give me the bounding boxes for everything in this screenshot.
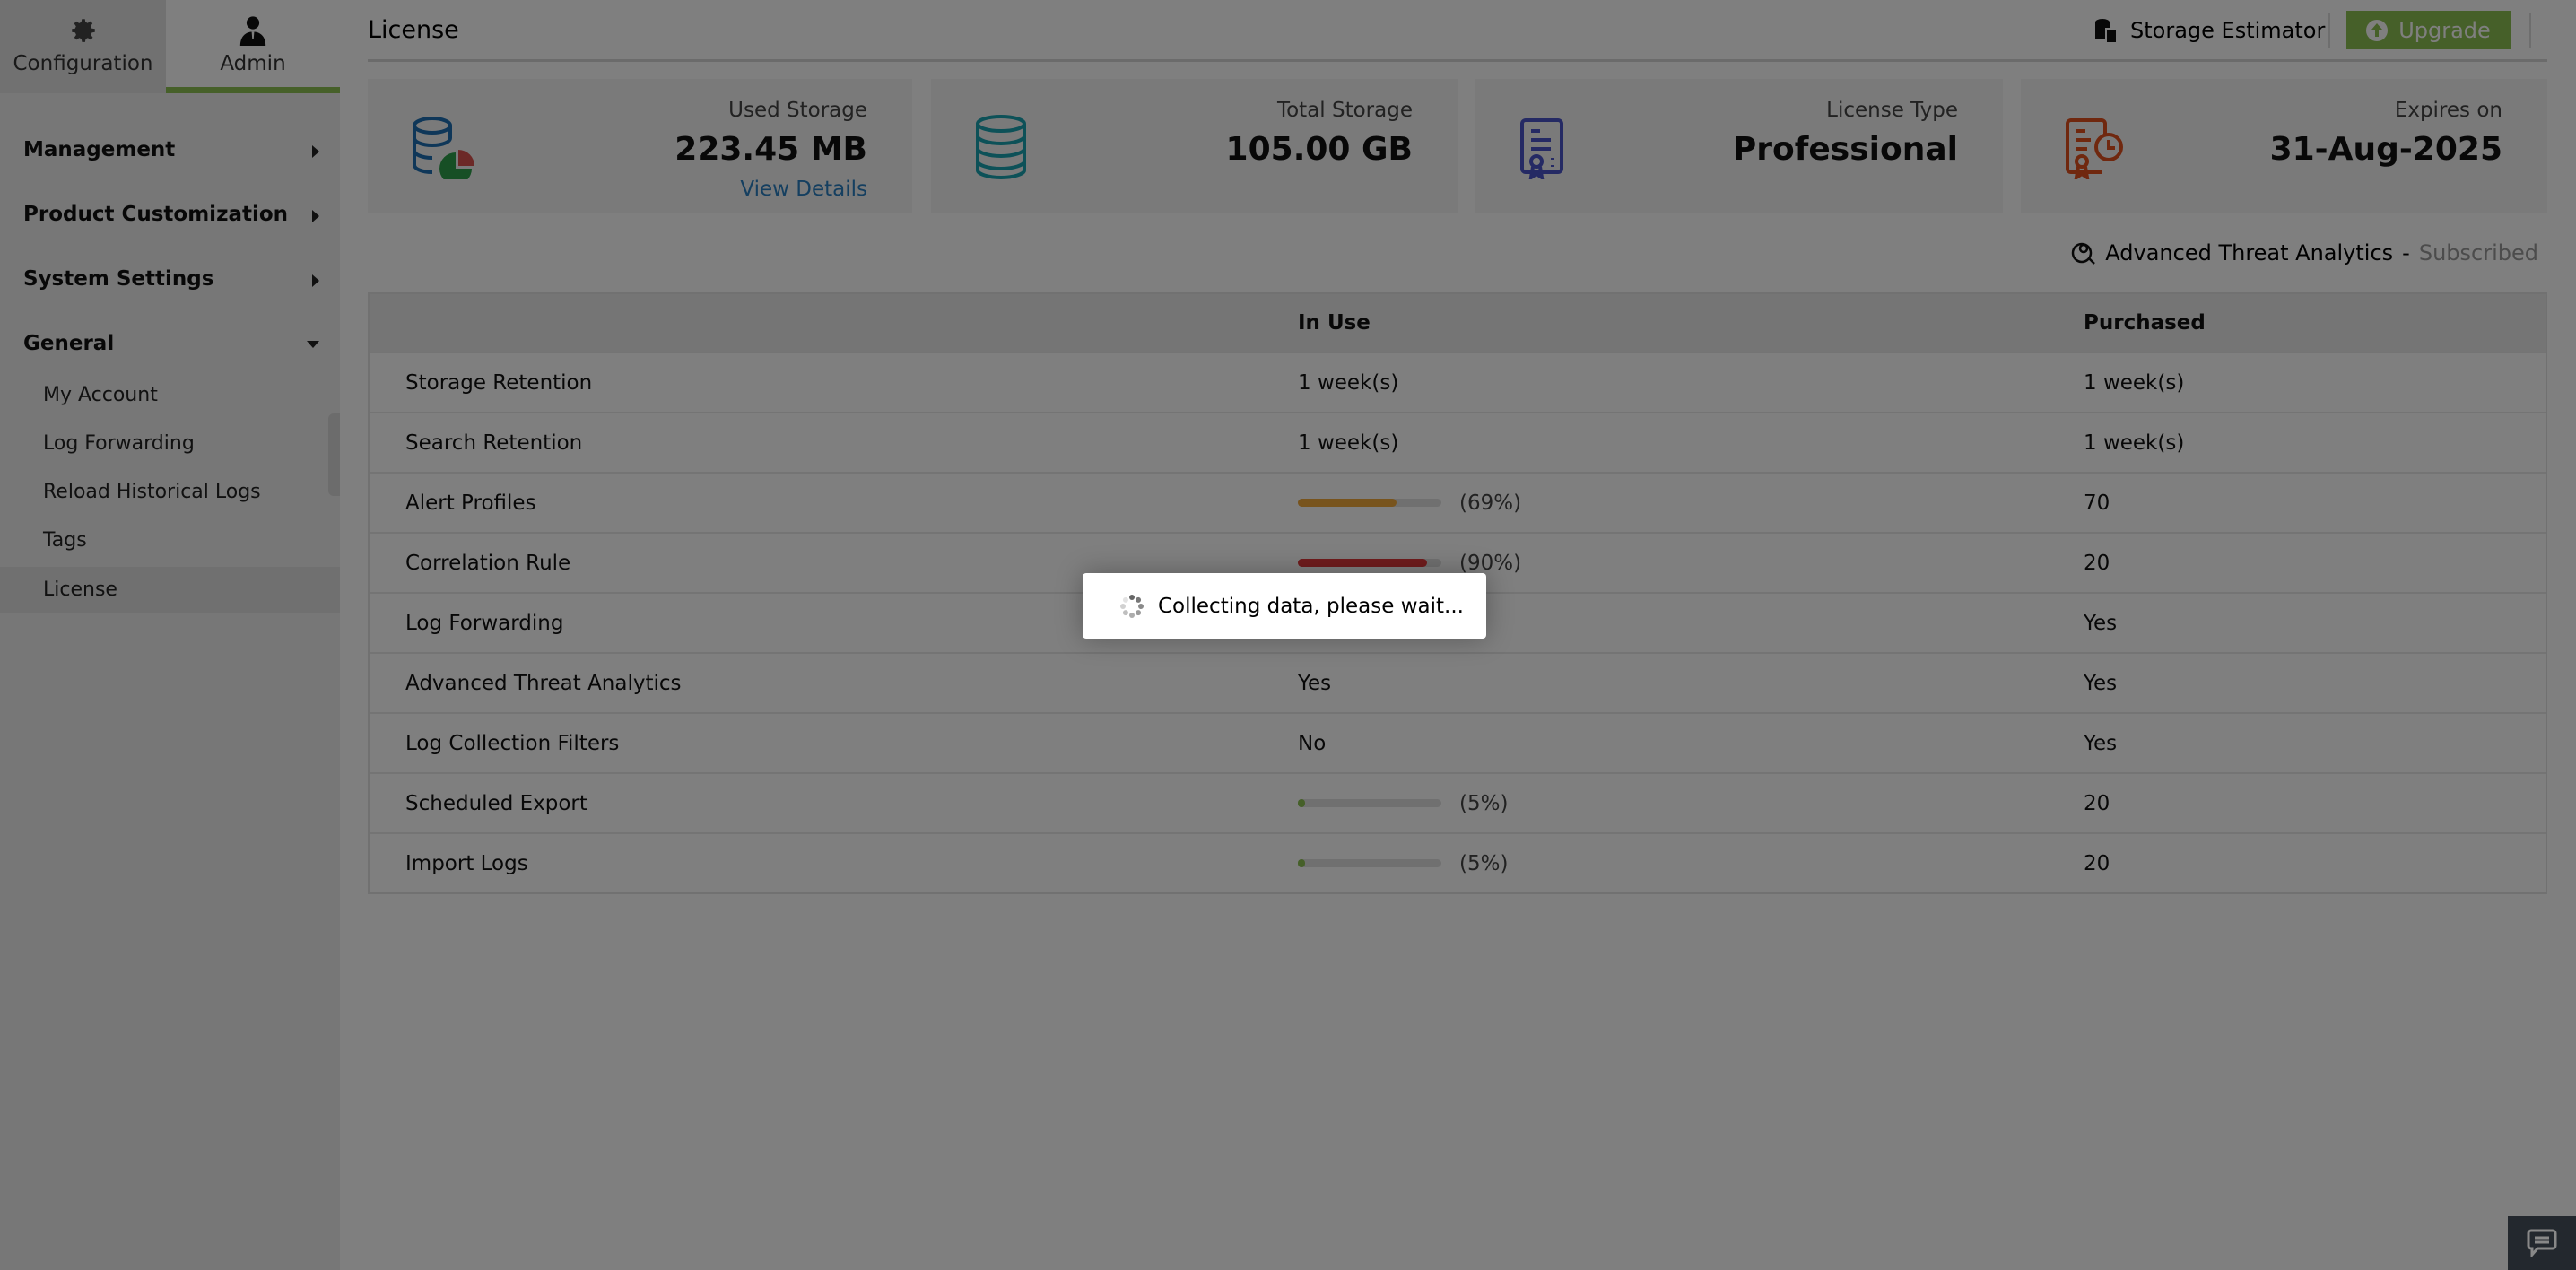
spinner-dot <box>1129 594 1135 600</box>
spinner-icon <box>1120 594 1144 618</box>
spinner-dot <box>1138 603 1144 609</box>
chat-button[interactable] <box>2508 1216 2576 1270</box>
spinner-dot <box>1120 603 1126 609</box>
spinner-dot <box>1136 596 1142 603</box>
spinner-dot <box>1122 609 1128 615</box>
chat-icon <box>2527 1229 2557 1257</box>
spinner-dot <box>1129 612 1135 618</box>
spinner-dot <box>1122 596 1128 603</box>
loading-popup: Collecting data, please wait... <box>1083 573 1486 639</box>
spinner-dot <box>1136 609 1142 615</box>
loading-message: Collecting data, please wait... <box>1158 594 1464 618</box>
